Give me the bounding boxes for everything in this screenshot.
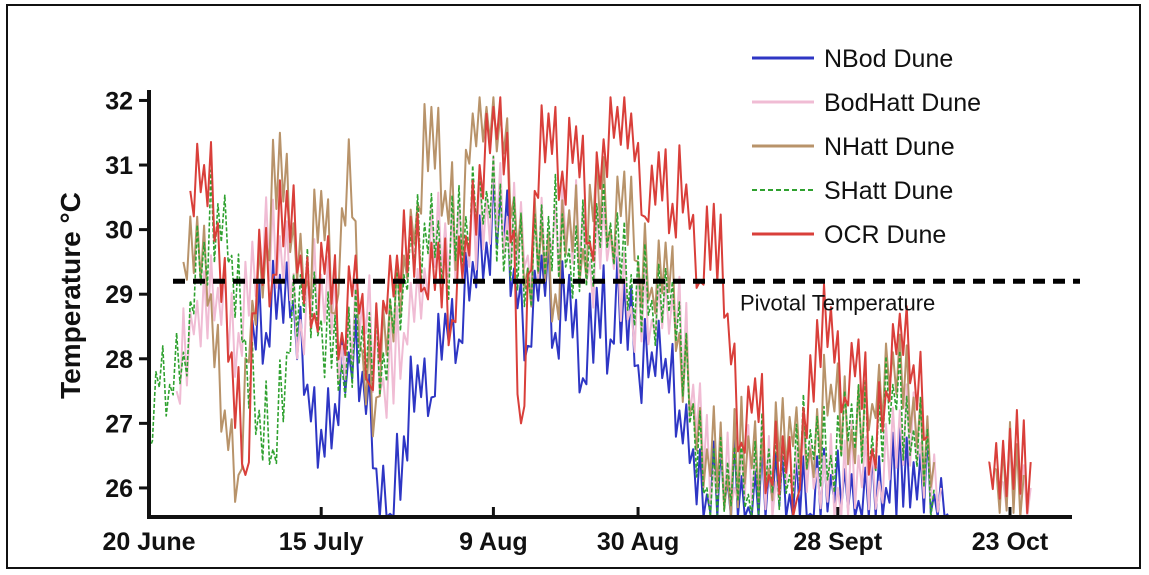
legend-item: NHatt Dune bbox=[752, 133, 955, 161]
y-tick-label: 28 bbox=[105, 346, 133, 374]
legend-label: OCR Dune bbox=[824, 221, 946, 249]
legend-label: NHatt Dune bbox=[824, 133, 955, 161]
legend-label: SHatt Dune bbox=[824, 177, 953, 205]
x-tick-label: 30 Aug bbox=[597, 528, 679, 556]
x-tick-label: 9 Aug bbox=[459, 528, 528, 556]
pivotal-temperature-label: Pivotal Temperature bbox=[740, 290, 935, 315]
y-axis-title: Temperature °C bbox=[55, 192, 86, 399]
legend-item: SHatt Dune bbox=[752, 177, 953, 205]
y-tick-label: 32 bbox=[105, 87, 133, 115]
x-tick-label: 28 Sept bbox=[793, 528, 883, 556]
y-tick-label: 30 bbox=[105, 217, 133, 245]
legend-label: BodHatt Dune bbox=[824, 89, 981, 117]
y-tick-label: 26 bbox=[105, 475, 133, 503]
series-bodhatt-dune bbox=[175, 154, 1032, 518]
chart-frame: Pivotal Temperature 26 27 28 29 30 31 32 20 Jun… bbox=[6, 4, 1141, 569]
y-tick-label: 29 bbox=[105, 281, 133, 309]
x-tick-label: 23 Oct bbox=[972, 528, 1049, 556]
legend-label: NBod Dune bbox=[824, 45, 953, 73]
series-ocr-dune bbox=[189, 96, 1032, 518]
axes-layer: 26 27 28 29 30 31 32 20 June 15 July 9 Aug 30 Aug 2… bbox=[55, 87, 1072, 556]
legend-item: OCR Dune bbox=[752, 221, 946, 249]
reference-line-layer: Pivotal Temperature bbox=[173, 278, 1080, 315]
y-tick-label: 31 bbox=[105, 152, 133, 180]
legend-item: BodHatt Dune bbox=[752, 89, 981, 117]
y-tick-label: 27 bbox=[105, 410, 133, 438]
series-shatt-dune bbox=[148, 157, 1011, 517]
legend-item: NBod Dune bbox=[752, 45, 953, 73]
x-tick-label: 15 July bbox=[279, 528, 364, 556]
series-layer bbox=[148, 96, 1032, 518]
temperature-chart: Pivotal Temperature 26 27 28 29 30 31 32 20 Jun… bbox=[55, 45, 1080, 556]
legend: NBod Dune BodHatt Dune NHatt Dune SHatt Dun… bbox=[752, 45, 981, 249]
x-tick-label: 20 June bbox=[102, 528, 195, 556]
series-line bbox=[189, 96, 1032, 518]
